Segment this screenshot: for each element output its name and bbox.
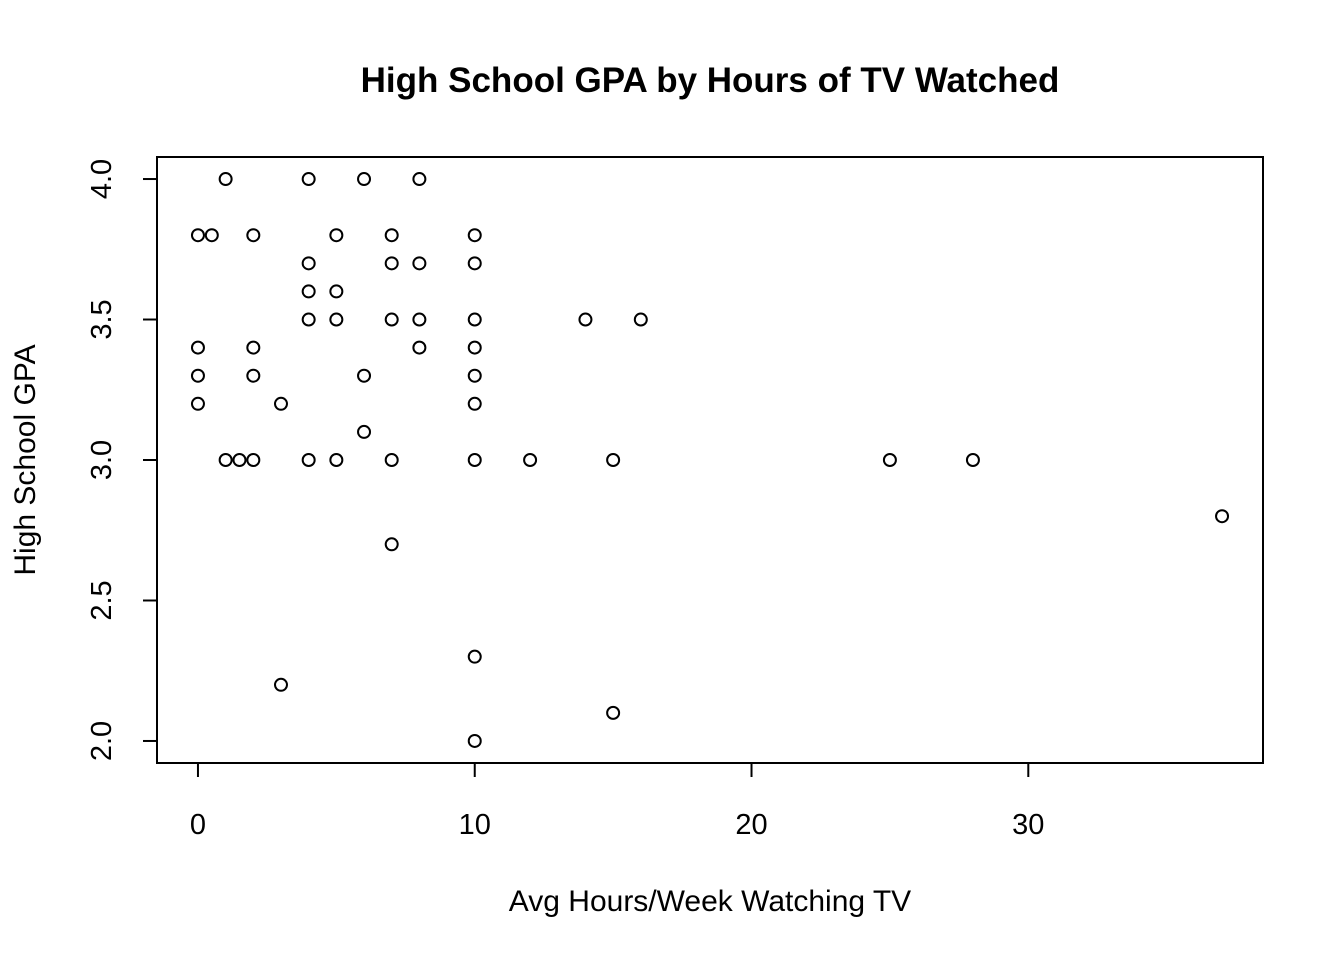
- data-point: [301, 284, 316, 299]
- data-point: [467, 256, 482, 271]
- data-point: [246, 228, 261, 243]
- data-point: [246, 368, 261, 383]
- data-point: [384, 228, 399, 243]
- data-point: [190, 396, 205, 411]
- data-point: [190, 340, 205, 355]
- data-point: [301, 312, 316, 327]
- data-point: [329, 228, 344, 243]
- x-tick-label: 10: [459, 809, 491, 841]
- y-tick-label: 2.0: [86, 721, 118, 761]
- x-tick-label: 30: [1012, 809, 1044, 841]
- data-point: [412, 172, 427, 187]
- data-point: [232, 453, 247, 467]
- data-point: [467, 340, 482, 355]
- data-point: [218, 172, 233, 187]
- x-tick-label: 0: [190, 809, 206, 841]
- data-point: [190, 368, 205, 383]
- data-point: [578, 312, 593, 327]
- data-point: [882, 453, 897, 467]
- data-point: [357, 424, 372, 439]
- data-point: [633, 312, 648, 327]
- data-point: [606, 453, 621, 467]
- data-point: [467, 733, 482, 748]
- data-point: [467, 396, 482, 411]
- data-point: [467, 368, 482, 383]
- data-points: [190, 172, 1230, 748]
- data-point: [523, 453, 538, 467]
- data-point: [273, 396, 288, 411]
- data-point: [412, 256, 427, 271]
- plot-frame: [156, 156, 1264, 764]
- data-point: [301, 453, 316, 467]
- data-point: [329, 284, 344, 299]
- chart-title: High School GPA by Hours of TV Watched: [361, 61, 1060, 100]
- data-point: [329, 312, 344, 327]
- data-point: [218, 453, 233, 467]
- data-point: [190, 228, 205, 243]
- data-point: [467, 312, 482, 327]
- data-point: [467, 453, 482, 467]
- data-point: [467, 649, 482, 664]
- data-point: [384, 256, 399, 271]
- y-tick-label: 3.0: [86, 440, 118, 480]
- data-point: [412, 312, 427, 327]
- data-point: [357, 368, 372, 383]
- data-point: [246, 453, 261, 467]
- data-point: [204, 228, 219, 243]
- x-tick-label: 20: [735, 809, 767, 841]
- y-axis: 2.0 2.5 3.0 3.5 4.0: [86, 159, 158, 761]
- data-point: [965, 453, 980, 467]
- data-point: [384, 312, 399, 327]
- y-axis-label: High School GPA: [9, 344, 42, 575]
- data-point: [606, 705, 621, 720]
- data-point: [384, 453, 399, 467]
- data-point: [329, 453, 344, 467]
- x-axis-label: Avg Hours/Week Watching TV: [509, 885, 911, 918]
- data-point: [301, 256, 316, 271]
- y-tick-label: 3.5: [86, 299, 118, 339]
- data-point: [412, 340, 427, 355]
- data-point: [273, 677, 288, 692]
- data-point: [301, 172, 316, 187]
- y-tick-label: 2.5: [86, 580, 118, 620]
- data-point: [357, 172, 372, 187]
- data-point: [384, 537, 399, 552]
- y-tick-label: 4.0: [86, 159, 118, 199]
- data-point: [1215, 509, 1230, 524]
- data-point: [246, 340, 261, 355]
- data-point: [467, 228, 482, 243]
- x-axis: 0 10 20 30: [190, 762, 1044, 841]
